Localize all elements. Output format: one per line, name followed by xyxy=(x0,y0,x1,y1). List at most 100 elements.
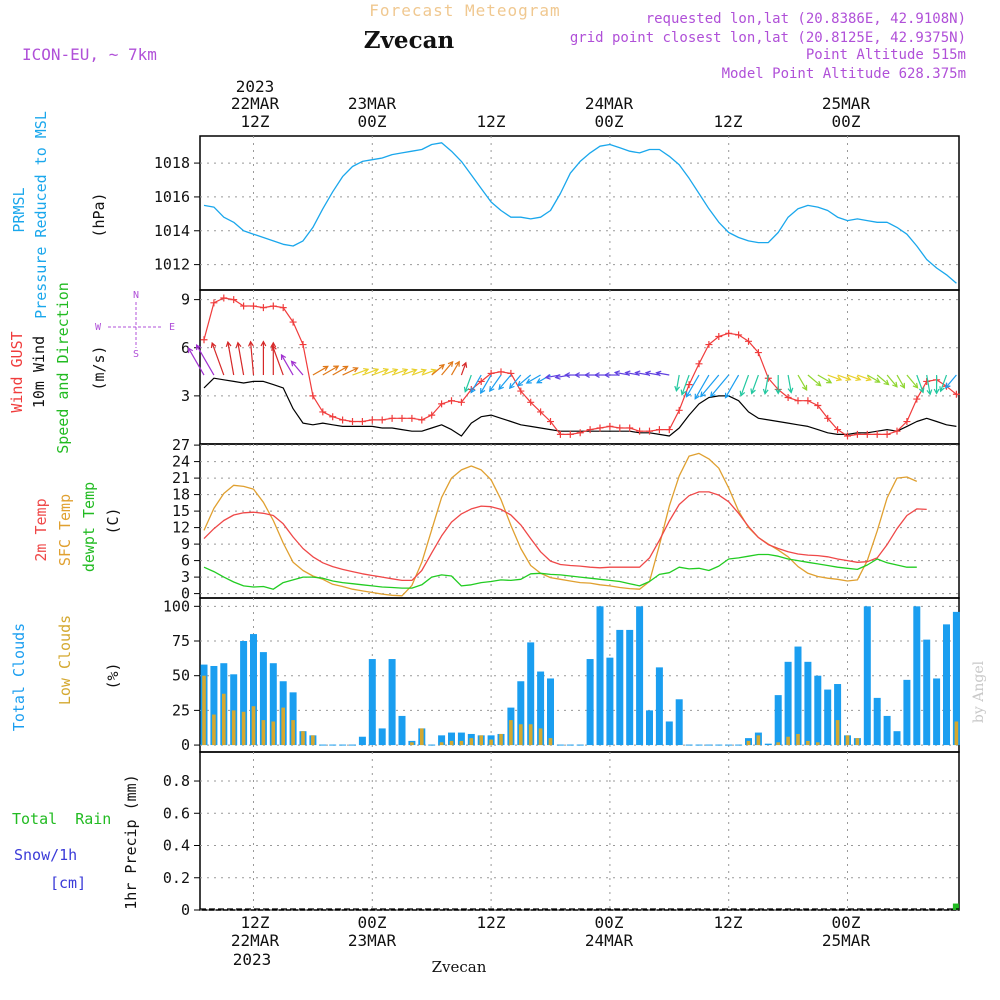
gust-marker xyxy=(418,416,426,424)
wind-direction-arrow xyxy=(645,372,660,376)
wind-direction-arrow xyxy=(764,374,769,394)
wind-direction-arrow xyxy=(656,372,670,376)
wind-arrow-head xyxy=(402,368,409,374)
cloud-low-label: Low Clouds xyxy=(56,615,74,705)
wind-arrow-head xyxy=(270,341,277,348)
y-tick-label: 25 xyxy=(172,701,190,719)
wind-direction-arrow xyxy=(381,368,398,376)
wind-direction-arrow xyxy=(211,342,225,376)
top-axis-hour: 12Z xyxy=(241,112,270,131)
low-cloud-bar xyxy=(479,735,483,746)
wind-arrow-head xyxy=(815,380,822,387)
precip-rain-label: Total Rain xyxy=(12,810,111,828)
low-cloud-bar xyxy=(410,742,414,746)
y-tick-label: 100 xyxy=(163,597,190,615)
wind-arrow-head xyxy=(271,344,277,351)
low-cloud-bar xyxy=(212,714,216,746)
wind-arrow-head xyxy=(225,340,232,348)
gust-marker xyxy=(735,331,743,339)
low-cloud-bar xyxy=(816,742,820,746)
top-axis-day: 24MAR xyxy=(585,94,634,113)
wind-arrow-head xyxy=(195,343,202,351)
top-axis-hour: 12Z xyxy=(477,112,506,131)
temp-panel-frame xyxy=(199,443,960,599)
wind-arrow-head xyxy=(280,353,287,360)
wind-arrow-head xyxy=(699,391,706,398)
gust-marker xyxy=(368,416,376,424)
total-cloud-bar xyxy=(636,606,644,746)
low-cloud-bar xyxy=(420,728,424,746)
total-cloud-bar xyxy=(210,665,218,746)
gust-marker xyxy=(665,426,673,434)
gust-marker xyxy=(646,427,653,435)
wind-arrow-head xyxy=(564,372,571,378)
gust-marker xyxy=(616,424,624,432)
low-cloud-bar xyxy=(449,740,454,746)
wind-arrow-head xyxy=(775,388,782,395)
gust-marker xyxy=(438,400,446,408)
total-cloud-bar xyxy=(398,715,406,746)
gust-marker xyxy=(745,337,752,345)
location-title: Zvecan xyxy=(364,27,455,54)
bottom-axis-day: 23MAR xyxy=(348,931,397,950)
low-cloud-bar xyxy=(954,721,959,746)
wind-arrow-head xyxy=(187,347,194,354)
wind-direction-arrow xyxy=(411,369,427,376)
low-cloud-bar xyxy=(469,738,474,746)
gust-marker xyxy=(834,426,842,434)
wind-direction-arrow xyxy=(470,374,482,393)
total-cloud-bar xyxy=(586,659,594,746)
y-tick-label: 9 xyxy=(181,535,190,553)
gust-marker xyxy=(923,377,931,385)
pressure-unit-label: (hPa) xyxy=(90,192,108,237)
wind-arrow-head xyxy=(290,360,297,367)
gust-marker xyxy=(378,416,386,424)
gust-marker xyxy=(408,414,416,422)
top-axis-hour: 00Z xyxy=(595,112,624,131)
wind-arrow-head xyxy=(709,391,716,398)
low-cloud-bar xyxy=(291,720,295,746)
total-cloud-bar xyxy=(230,674,238,746)
requested-coords: requested lon,lat (20.8386E, 42.9108N) xyxy=(646,11,966,27)
footer-location: Zvecan xyxy=(432,958,487,976)
gust-marker xyxy=(655,426,663,434)
low-cloud-bar xyxy=(222,693,226,746)
precip-panel-frame xyxy=(199,751,960,911)
wind-direction-arrow xyxy=(342,367,358,376)
wind-direction-arrow xyxy=(635,371,650,376)
wind-direction-arrow xyxy=(827,374,842,381)
compass-w: W xyxy=(95,322,102,333)
wind-direction-arrow xyxy=(460,362,467,376)
bottom-axis-hour: 00Z xyxy=(595,913,624,932)
wind-direction-arrow xyxy=(280,354,294,376)
y-tick-label: 3 xyxy=(181,568,190,586)
gust-marker xyxy=(626,424,634,432)
wind-direction-arrow xyxy=(249,341,255,376)
y-tick-label: 1014 xyxy=(154,222,190,240)
gust-marker xyxy=(556,430,564,438)
wind-direction-arrow xyxy=(837,374,851,381)
wind-arrow-head xyxy=(454,360,460,367)
gust-marker xyxy=(685,381,693,389)
wind-arrow-head xyxy=(489,386,495,393)
total-cloud-bar xyxy=(606,657,614,746)
wind-arrow-head xyxy=(912,382,919,389)
watermark: by Angel xyxy=(971,660,987,723)
wind-direction-arrow xyxy=(724,374,740,399)
wind-direction-arrow xyxy=(272,345,284,376)
wind-arrow-head xyxy=(918,387,925,394)
low-cloud-bar xyxy=(202,675,206,746)
temp-dewpt-label: dewpt Temp xyxy=(80,482,98,572)
gust-marker xyxy=(210,299,218,307)
wind-direction-arrow xyxy=(787,374,792,393)
gust-marker xyxy=(576,429,584,437)
total-cloud-bar xyxy=(596,606,604,746)
gust-marker xyxy=(853,430,861,438)
top-axis-year: 2023 xyxy=(236,77,275,96)
wind-direction-arrow xyxy=(227,342,235,376)
gust-marker xyxy=(873,430,881,438)
gust-marker xyxy=(705,341,713,349)
gust-marker xyxy=(517,387,525,395)
wind-arrow-head xyxy=(865,375,872,382)
